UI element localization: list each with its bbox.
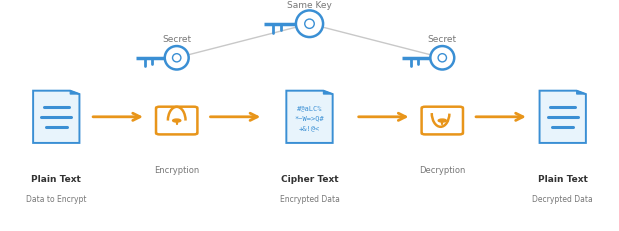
Ellipse shape [173,55,181,63]
Polygon shape [33,91,79,143]
Text: +&!@<: +&!@< [299,125,320,131]
Ellipse shape [438,55,446,63]
Ellipse shape [165,47,189,70]
FancyBboxPatch shape [156,107,197,135]
Text: Decryption: Decryption [419,165,465,174]
Text: Secret: Secret [428,35,457,44]
Polygon shape [323,91,332,95]
Ellipse shape [430,47,454,70]
Text: Encryption: Encryption [154,165,199,174]
Text: *~W=>Q#: *~W=>Q# [295,115,324,121]
Text: Data to Encrypt: Data to Encrypt [26,194,87,203]
Polygon shape [70,91,79,95]
FancyBboxPatch shape [422,107,463,135]
Polygon shape [540,91,586,143]
Polygon shape [577,91,586,95]
Text: Plain Text: Plain Text [32,174,81,183]
Ellipse shape [296,11,323,38]
Ellipse shape [305,20,314,29]
Text: Cipher Text: Cipher Text [280,174,339,183]
Circle shape [438,119,446,122]
Text: Decrypted Data: Decrypted Data [532,194,593,203]
Text: Encrypted Data: Encrypted Data [280,194,339,203]
Text: Secret: Secret [162,35,191,44]
Circle shape [173,119,181,122]
Text: #@aLC%: #@aLC% [297,105,322,111]
Polygon shape [287,91,332,143]
Text: Same Key: Same Key [287,1,332,10]
Text: Plain Text: Plain Text [538,174,587,183]
